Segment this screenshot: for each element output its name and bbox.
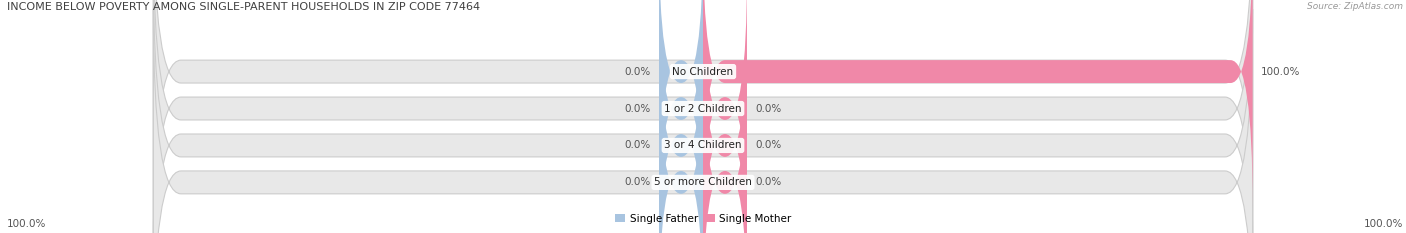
Legend: Single Father, Single Mother: Single Father, Single Mother — [610, 209, 796, 228]
FancyBboxPatch shape — [659, 46, 703, 233]
Text: 0.0%: 0.0% — [624, 67, 651, 77]
Text: 100.0%: 100.0% — [1261, 67, 1301, 77]
Text: 0.0%: 0.0% — [624, 103, 651, 113]
FancyBboxPatch shape — [659, 9, 703, 233]
Text: 0.0%: 0.0% — [755, 177, 782, 187]
FancyBboxPatch shape — [659, 0, 703, 233]
Text: 3 or 4 Children: 3 or 4 Children — [664, 140, 742, 151]
Text: 0.0%: 0.0% — [624, 140, 651, 151]
Text: 100.0%: 100.0% — [7, 219, 46, 229]
FancyBboxPatch shape — [703, 9, 747, 233]
Text: 0.0%: 0.0% — [755, 103, 782, 113]
FancyBboxPatch shape — [703, 0, 1253, 208]
FancyBboxPatch shape — [153, 9, 1253, 233]
Text: 1 or 2 Children: 1 or 2 Children — [664, 103, 742, 113]
Text: 100.0%: 100.0% — [1364, 219, 1403, 229]
Text: 0.0%: 0.0% — [624, 177, 651, 187]
FancyBboxPatch shape — [153, 0, 1253, 233]
Text: No Children: No Children — [672, 67, 734, 77]
FancyBboxPatch shape — [659, 0, 703, 208]
Text: 0.0%: 0.0% — [755, 140, 782, 151]
FancyBboxPatch shape — [153, 0, 1253, 233]
FancyBboxPatch shape — [703, 0, 747, 233]
Text: INCOME BELOW POVERTY AMONG SINGLE-PARENT HOUSEHOLDS IN ZIP CODE 77464: INCOME BELOW POVERTY AMONG SINGLE-PARENT… — [7, 2, 481, 12]
Text: 5 or more Children: 5 or more Children — [654, 177, 752, 187]
FancyBboxPatch shape — [153, 0, 1253, 233]
Text: Source: ZipAtlas.com: Source: ZipAtlas.com — [1308, 2, 1403, 11]
FancyBboxPatch shape — [703, 46, 747, 233]
